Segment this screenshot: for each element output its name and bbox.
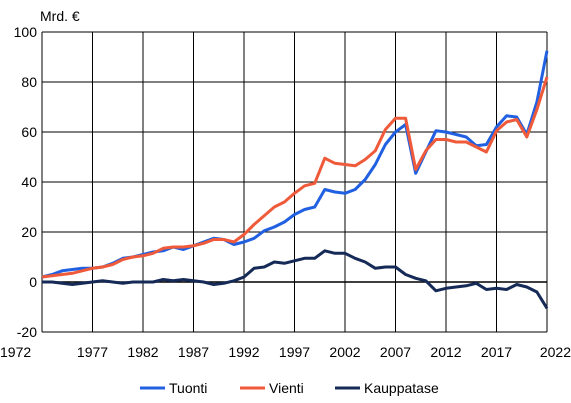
y-tick-label: 60	[21, 124, 37, 140]
legend-label-tuonti: Tuonti	[169, 380, 207, 396]
y-tick-label: 80	[21, 74, 37, 90]
x-tick-label: 2017	[481, 344, 512, 360]
x-tick-label: 1977	[77, 344, 108, 360]
x-tick-label: 1987	[178, 344, 209, 360]
y-tick-label: 0	[29, 274, 37, 290]
y-tick-label: 100	[14, 24, 38, 40]
grid	[41, 31, 548, 333]
x-tick-label: 1997	[279, 344, 310, 360]
y-tick-labels: -20 0 20 40 60 80 100	[14, 24, 38, 340]
y-tick-label: 40	[21, 174, 37, 190]
y-tick-label: -20	[17, 324, 37, 340]
x-tick-label: 2007	[380, 344, 411, 360]
y-axis-label: Mrd. €	[40, 8, 80, 24]
legend-label-vienti: Vienti	[269, 380, 304, 396]
x-tick-label: 1972	[0, 344, 31, 360]
x-tick-labels: 1972 1977 1982 1987 1992 1997 2002 2007 2012 2017…	[0, 344, 571, 360]
x-tick-label: 2002	[329, 344, 360, 360]
legend-label-kauppatase: Kauppatase	[364, 380, 439, 396]
x-tick-label: 1992	[228, 344, 259, 360]
x-tick-label: 2012	[430, 344, 461, 360]
series-line-vienti	[41, 76, 549, 279]
x-tick-label: 2022	[540, 344, 571, 360]
x-tick-label: 1982	[127, 344, 158, 360]
series-lines	[41, 50, 549, 310]
legend: Tuonti Vienti Kauppatase	[140, 380, 439, 396]
series-line-kauppatase	[42, 249, 549, 310]
y-tick-label: 20	[21, 224, 37, 240]
